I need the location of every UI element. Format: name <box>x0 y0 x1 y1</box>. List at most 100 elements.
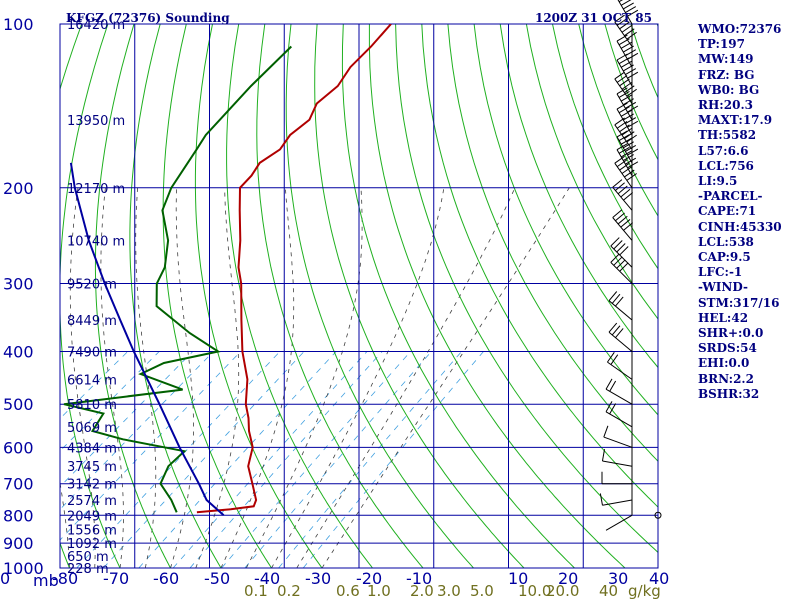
wind-barb <box>612 209 634 241</box>
wind-barb-flag <box>618 106 630 114</box>
wind-barb-shaft <box>610 261 633 284</box>
moist-adiabat <box>135 187 157 568</box>
height-label: 2574 m <box>67 494 117 509</box>
wind-barb-flag <box>616 130 628 138</box>
wind-barb-flag <box>616 87 628 95</box>
wind-barb-shaft <box>610 245 633 268</box>
height-label: 3745 m <box>67 460 117 475</box>
moist-adiabat <box>69 187 96 568</box>
temperature-tick-label: -20 <box>356 569 382 588</box>
wind-barb-flag <box>601 449 606 462</box>
wind-barb-shaft <box>605 514 633 531</box>
index-item: WB0: BG <box>698 82 760 97</box>
height-label: 1092 m <box>67 537 117 552</box>
mixing-ratio-tick-label: 40 <box>599 582 618 600</box>
pressure-tick-label: 1000 <box>3 559 44 578</box>
index-item: CAPE:71 <box>698 204 757 219</box>
wind-barb-flag <box>627 148 639 156</box>
dry-adiabat <box>421 24 658 508</box>
index-item: SHR+:0.0 <box>698 326 764 341</box>
wind-barb-flag <box>618 134 630 141</box>
temperature-tick-label: -40 <box>254 569 280 588</box>
index-item: LCL:538 <box>698 234 754 249</box>
temperature-tick-label: -30 <box>305 569 331 588</box>
mixing-ratio-tick-label: 0.2 <box>277 582 301 600</box>
wind-barb <box>605 514 633 531</box>
index-item: BSHR:32 <box>698 386 760 401</box>
wind-barb-flag <box>614 117 625 126</box>
chart-title: KFGZ (72376) Sounding <box>66 11 230 25</box>
moist-adiabat <box>245 187 363 568</box>
mixing-ratio-tick-label: 20.0 <box>546 582 579 600</box>
wind-barb-flag <box>620 219 631 228</box>
moist-adiabat <box>220 187 295 568</box>
wind-barb-shaft <box>612 186 633 211</box>
wind-barb <box>607 352 633 380</box>
dry-adiabat <box>94 24 171 568</box>
pressure-tick-label: 700 <box>3 475 34 494</box>
mixing-ratio-tick-label: 0.6 <box>336 582 360 600</box>
pressure-tick-label: 900 <box>3 534 34 553</box>
pressure-tick-label: 200 <box>3 179 34 198</box>
moist-adiabat <box>296 187 516 568</box>
wind-barb-shaft <box>612 217 633 241</box>
temperature-tick-label: -50 <box>204 569 230 588</box>
index-item: -WIND- <box>698 280 748 295</box>
height-label: 16420 m <box>67 18 125 33</box>
index-item: RH:20.3 <box>698 98 753 113</box>
wind-barb-flag <box>615 296 624 307</box>
index-item: CAP:9.5 <box>698 250 751 265</box>
dry-adiabat <box>194 24 323 568</box>
index-item: SRDS:54 <box>698 341 757 356</box>
wind-barb <box>616 143 639 176</box>
wind-barb-flag <box>614 14 625 23</box>
height-label: 12170 m <box>67 182 125 197</box>
wind-barb-flag <box>617 185 628 195</box>
wind-barb-shaft <box>614 21 633 47</box>
wind-barb-shaft <box>602 460 633 467</box>
height-label: 2049 m <box>67 509 117 524</box>
wind-barb <box>605 401 633 428</box>
index-item: BRN:2.2 <box>698 371 754 386</box>
wind-barb-flag <box>627 71 639 79</box>
wind-barb-flag <box>615 182 625 191</box>
sounding-profile-line <box>196 24 392 514</box>
temperature-tick-label: 0 <box>0 569 10 588</box>
wind-barb-flag <box>612 209 623 218</box>
wind-barb-shaft <box>603 436 633 448</box>
wind-barb-flag <box>623 222 634 231</box>
wind-barb-shaft <box>616 93 633 121</box>
wind-barb-flag <box>626 173 637 181</box>
wind-barb <box>612 179 634 211</box>
mixing-ratio-tick-label: 0.1 <box>244 582 268 600</box>
wind-barb-flag <box>599 493 603 506</box>
dry-adiabat <box>285 24 474 568</box>
wind-barb <box>608 291 633 321</box>
wind-barb-shaft <box>614 162 633 189</box>
wind-barb <box>601 449 633 467</box>
wind-barb-flag <box>623 154 634 162</box>
height-label: 228 m <box>67 562 109 577</box>
wind-barb-shaft <box>614 124 633 150</box>
wind-barb-flag <box>618 38 630 46</box>
wind-barb-flag <box>625 101 637 109</box>
wind-barb-flag <box>625 117 637 125</box>
index-item: TH:5582 <box>698 128 757 143</box>
wind-barb-shaft <box>616 59 633 87</box>
wind-barb-shaft <box>607 361 633 380</box>
wind-barb-shaft <box>602 499 633 506</box>
wind-barb-shaft <box>605 411 633 428</box>
wind-barb <box>603 425 633 448</box>
wind-barb-flag <box>627 105 639 113</box>
wind-barb-flag <box>627 120 639 128</box>
wind-barb-flag <box>621 81 633 90</box>
pressure-unit-label: mb <box>33 571 59 590</box>
height-label: 1556 m <box>67 524 117 539</box>
wind-barb-flag <box>609 380 617 392</box>
wind-barb-flag <box>618 146 630 154</box>
wind-barb-flag <box>619 262 629 272</box>
pressure-tick-label: 600 <box>3 438 34 457</box>
wind-barb-flag <box>621 166 633 174</box>
